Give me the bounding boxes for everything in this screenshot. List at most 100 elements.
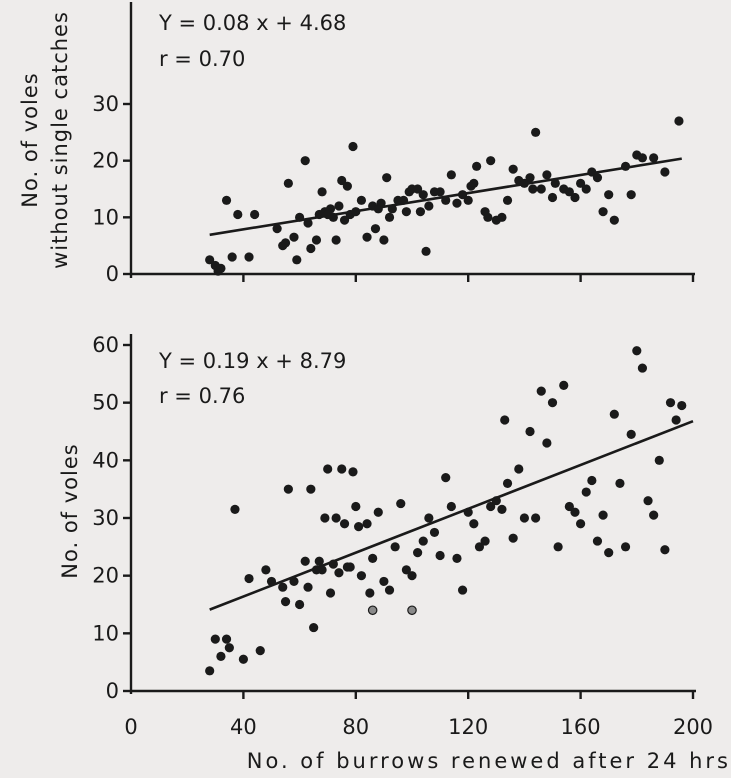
data-point: [536, 184, 546, 194]
data-point: [620, 161, 631, 171]
y-tick-label: 20: [92, 149, 119, 173]
data-point: [486, 156, 496, 166]
data-point: [559, 380, 569, 390]
data-point-open: [407, 605, 417, 616]
data-point: [632, 346, 642, 356]
data-point: [446, 501, 456, 512]
x-tick-label: 200: [673, 715, 713, 739]
data-point: [370, 224, 381, 234]
data-point: [401, 565, 411, 575]
data-point: [401, 207, 411, 217]
data-point: [317, 565, 327, 575]
data-point: [514, 464, 524, 474]
data-point: [351, 207, 361, 217]
data-point: [280, 597, 291, 607]
bottom-data-points: [205, 346, 694, 676]
data-point-open: [367, 605, 378, 616]
data-point: [317, 187, 327, 197]
data-point: [598, 207, 608, 217]
data-point: [609, 409, 619, 419]
data-point: [356, 571, 367, 581]
data-point: [337, 464, 347, 474]
data-point: [387, 204, 397, 214]
data-point: [452, 198, 462, 208]
data-point: [674, 116, 684, 126]
data-point: [626, 429, 636, 439]
data-point: [331, 513, 341, 523]
data-point: [508, 533, 518, 543]
data-point: [303, 218, 313, 228]
data-point: [637, 153, 648, 163]
data-point: [323, 464, 333, 474]
data-point: [643, 496, 653, 506]
data-point: [379, 576, 389, 587]
data-point: [472, 161, 482, 171]
data-point: [221, 634, 232, 644]
data-point: [564, 501, 574, 512]
data-point: [502, 195, 513, 205]
data-point: [354, 522, 364, 532]
data-point: [339, 519, 350, 529]
data-point: [376, 198, 386, 208]
data-point: [314, 556, 324, 566]
data-point: [528, 184, 538, 194]
data-point: [418, 190, 428, 200]
data-point: [609, 215, 619, 225]
data-point: [424, 201, 434, 211]
data-point: [373, 507, 383, 517]
data-point: [615, 478, 625, 488]
data-point: [205, 666, 215, 676]
data-point: [398, 195, 409, 205]
data-point: [547, 192, 558, 203]
y-tick-label: 10: [92, 205, 119, 229]
data-point: [216, 651, 226, 662]
y-tick-label: 20: [92, 564, 119, 588]
data-point: [598, 510, 608, 520]
data-point: [671, 415, 681, 425]
data-point: [531, 513, 541, 523]
data-point: [384, 585, 395, 595]
data-point: [325, 204, 336, 214]
data-point: [570, 192, 580, 203]
data-point: [660, 545, 670, 555]
data-point: [525, 426, 535, 437]
data-point: [519, 513, 530, 523]
y-tick-label: 0: [106, 679, 119, 703]
data-point: [255, 646, 265, 656]
data-point: [429, 527, 440, 538]
data-point: [300, 156, 310, 166]
data-point: [581, 184, 591, 194]
data-point: [592, 173, 603, 183]
top-panel: No. of voles without single catches Y = …: [18, 2, 695, 286]
data-point: [250, 209, 260, 220]
data-point: [280, 238, 291, 248]
data-point: [351, 501, 361, 512]
data-point: [469, 519, 479, 529]
data-point: [233, 209, 243, 220]
data-point: [278, 582, 288, 592]
data-point: [295, 212, 305, 222]
top-correlation-coefficient: r = 0.70: [159, 47, 245, 71]
data-point: [435, 187, 445, 197]
x-tick-label: 40: [230, 715, 257, 739]
data-point: [261, 565, 271, 575]
data-point: [289, 576, 299, 587]
data-point: [463, 195, 473, 205]
data-point: [238, 654, 248, 664]
data-point: [334, 568, 344, 578]
y-tick-label: 30: [92, 506, 119, 530]
data-point: [665, 398, 676, 408]
data-point: [576, 519, 586, 529]
y-tick-label: 40: [92, 448, 119, 472]
bottom-ylabel: No. of voles: [58, 443, 82, 578]
data-point: [224, 643, 234, 653]
data-point: [570, 507, 580, 517]
data-point: [210, 634, 220, 644]
data-point: [649, 510, 659, 520]
top-ylabel-line1: No. of voles: [18, 72, 42, 207]
bottom-ticks: 0 10 20 30 40 50 60 0 40 80 120 160 200: [92, 333, 713, 739]
data-point: [230, 504, 240, 514]
data-point: [587, 167, 597, 177]
data-point: [348, 467, 358, 477]
data-point: [604, 548, 614, 558]
